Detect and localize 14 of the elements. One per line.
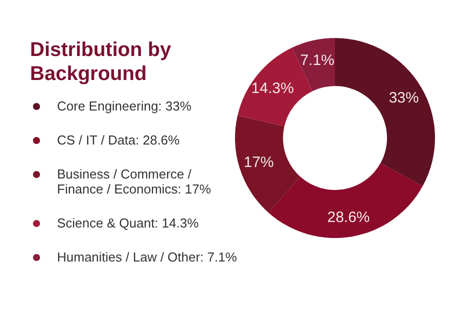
text: Distribution by Background <box>30 39 172 85</box>
legend-label: CS / IT / Data: 28.6% <box>57 132 180 148</box>
data-label: 7.1% <box>300 52 334 69</box>
data-label: 28.6% <box>327 208 370 226</box>
donut-slice <box>335 38 435 186</box>
data-label: 17% <box>244 154 274 172</box>
legend-label: Core Engineering: 33% <box>57 98 192 114</box>
legend-label: Business / Commerce / Finance / Economics: 17% <box>57 166 212 196</box>
data-label: 14.3% <box>251 80 294 97</box>
legend-label: Humanities / Law / Other: 7.1% <box>57 250 238 264</box>
legend-label: Science & Quant: 14.3% <box>57 216 200 230</box>
data-label: 33% <box>388 89 419 106</box>
donut-slice <box>235 116 300 213</box>
donut-slice <box>292 38 335 92</box>
